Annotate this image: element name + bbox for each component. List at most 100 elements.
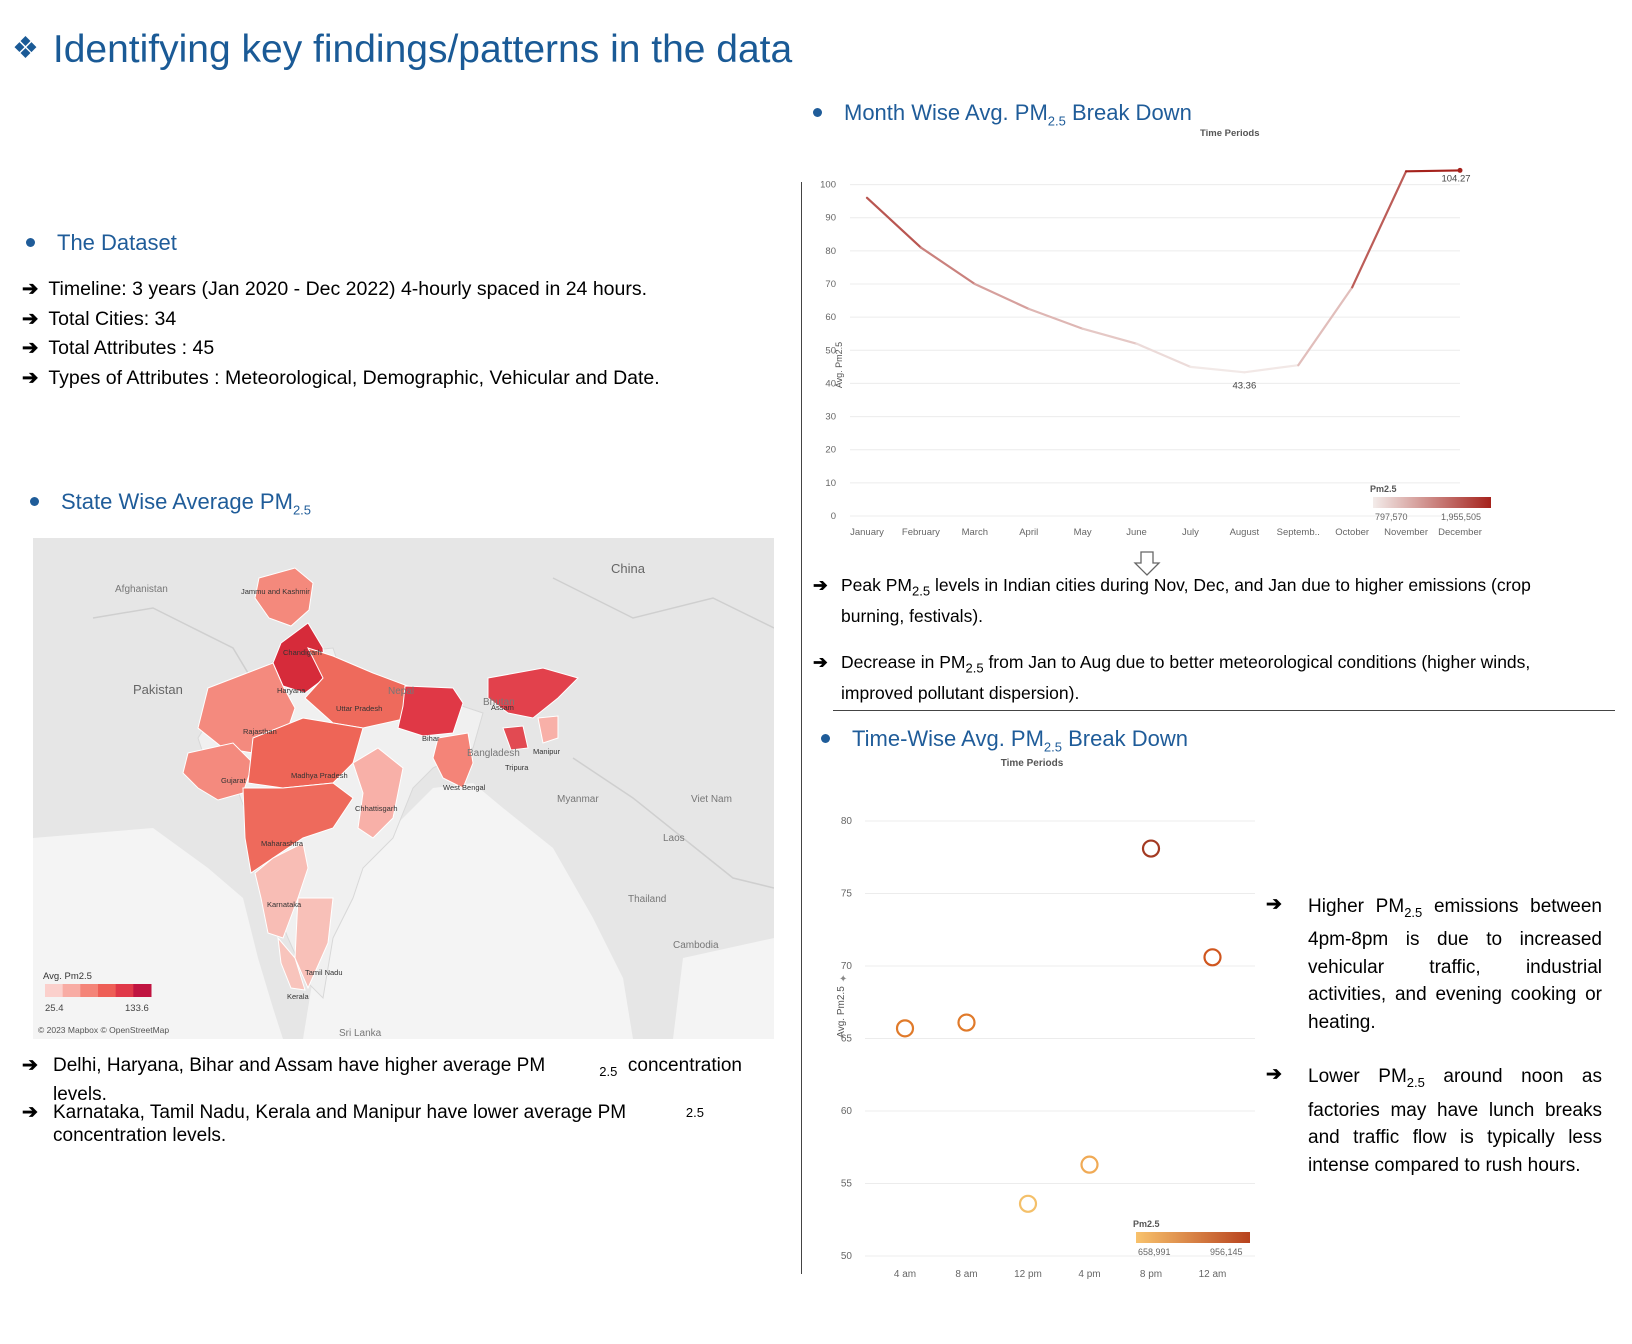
bay-of-bengal bbox=[303, 783, 633, 1039]
month-legend-title: Pm2.5 bbox=[1370, 484, 1397, 494]
month-chart-ytick: 100 bbox=[820, 180, 836, 191]
month-chart-ytick: 80 bbox=[825, 246, 836, 257]
month-chart-grid bbox=[850, 184, 1460, 517]
map-label-state: Madhya Pradesh bbox=[291, 771, 348, 780]
time-chart-xticks: 4 am 8 am 12 pm 4 pm 8 pm 12 am bbox=[894, 1269, 1227, 1280]
arrow-icon: ➔ bbox=[22, 278, 39, 300]
map-legend-swatch bbox=[45, 984, 64, 997]
map-label-country: Bhutan bbox=[483, 697, 515, 708]
bullet-icon bbox=[821, 734, 830, 743]
month-note: ➔ Peak PM2.5 levels in Indian cities dur… bbox=[813, 573, 1573, 650]
month-chart-line-segment bbox=[1189, 365, 1246, 374]
state-note-sub: 2.5 bbox=[685, 1105, 704, 1120]
map-label-country: Thailand bbox=[628, 894, 666, 905]
map-label-state: West Bengal bbox=[443, 783, 486, 792]
map-legend-swatch bbox=[80, 984, 99, 997]
time-chart-ytick: 55 bbox=[841, 1179, 853, 1190]
pin-icon: ✦ bbox=[839, 974, 847, 985]
month-chart-xtick: June bbox=[1126, 527, 1147, 538]
state-manipur bbox=[537, 715, 559, 744]
dataset-item-text: Timeline: 3 years (Jan 2020 - Dec 2022) … bbox=[48, 278, 648, 300]
month-chart-xtick: January bbox=[850, 527, 884, 538]
state-chhattisgarh bbox=[352, 747, 404, 839]
month-chart-data-label: 43.36 bbox=[1232, 380, 1256, 391]
month-chart-ytick: 90 bbox=[825, 213, 836, 224]
state-gujarat bbox=[182, 742, 254, 801]
state-bihar bbox=[397, 685, 464, 737]
map-label-state: Haryana bbox=[277, 686, 306, 695]
arrow-icon: ➔ bbox=[813, 652, 828, 672]
time-legend-max: 956,145 bbox=[1210, 1247, 1243, 1257]
state-assam bbox=[487, 667, 579, 719]
month-chart-series bbox=[865, 167, 1463, 374]
state-note-line: Delhi, Haryana, Bihar and Assam have hig… bbox=[53, 1054, 742, 1083]
time-chart-point bbox=[957, 1013, 976, 1032]
month-chart-endpoint bbox=[1457, 167, 1463, 173]
month-chart-xtick: August bbox=[1230, 527, 1260, 538]
state-note-text: Delhi, Haryana, Bihar and Assam have hig… bbox=[53, 1055, 546, 1076]
month-heading-text: Month Wise Avg. PM bbox=[844, 100, 1048, 125]
time-legend-title: Pm2.5 bbox=[1133, 1219, 1160, 1229]
state-note-cont: levels. bbox=[53, 1083, 107, 1105]
arrow-icon: ➔ bbox=[1266, 894, 1282, 915]
month-note-sub: 2.5 bbox=[965, 660, 984, 676]
month-chart-ytick: 20 bbox=[825, 445, 836, 456]
time-chart-grid bbox=[865, 820, 1255, 1257]
time-chart-xtick: 8 pm bbox=[1140, 1269, 1162, 1280]
time-note-text: Lower PM2.5 around noon as factories may… bbox=[1308, 1066, 1602, 1176]
month-chart-xtick: Septemb.. bbox=[1277, 527, 1320, 538]
dataset-item: ➔ Timeline: 3 years (Jan 2020 - Dec 2022)… bbox=[22, 277, 660, 307]
state-note-line: Karnataka, Tamil Nadu, Kerala and Manipu… bbox=[53, 1101, 742, 1124]
time-note: ➔ Higher PM2.5 emissions between 4pm-8pm… bbox=[1266, 893, 1602, 1036]
horizontal-divider bbox=[833, 710, 1615, 711]
month-chart-xtick: February bbox=[902, 527, 940, 538]
month-note-cont: burning, festivals). bbox=[841, 605, 984, 626]
dataset-item-text: Total Attributes : 45 bbox=[48, 337, 215, 359]
map-label-state: Kerala bbox=[287, 992, 310, 1001]
map-legend-title: Avg. Pm2.5 bbox=[43, 971, 92, 982]
map-label-state: Maharashtra bbox=[261, 839, 304, 848]
bullet-icon bbox=[26, 238, 35, 247]
state-note-text: Karnataka, Tamil Nadu, Kerala and Manipu… bbox=[53, 1102, 627, 1123]
map-label-state: Manipur bbox=[533, 747, 561, 756]
state-note-cont: concentration levels. bbox=[53, 1125, 227, 1146]
time-chart-point bbox=[1203, 948, 1222, 967]
map-legend-swatch bbox=[133, 984, 152, 997]
map-label-country: Laos bbox=[663, 833, 685, 844]
dataset-item: ➔ Total Attributes : 45 bbox=[22, 336, 660, 366]
time-chart-point bbox=[895, 1019, 915, 1038]
map-label-state: Assam bbox=[491, 703, 514, 712]
map-label-country: China bbox=[611, 561, 646, 576]
month-legend-min: 797,570 bbox=[1375, 512, 1408, 522]
time-chart-point bbox=[1018, 1194, 1038, 1213]
month-heading-sub: 2.5 bbox=[1047, 113, 1066, 129]
diamond-bullet-icon: ❖ bbox=[12, 32, 39, 65]
arrow-icon: ➔ bbox=[813, 575, 828, 595]
month-chart-line-segment bbox=[919, 246, 976, 286]
month-chart-title: Time Periods bbox=[1200, 128, 1260, 139]
map-label-state: Rajasthan bbox=[243, 727, 277, 736]
month-chart-line-segment bbox=[973, 282, 1030, 310]
time-chart-yticks: 50 55 60 65 70 75 80 bbox=[841, 816, 853, 1262]
dataset-item-text: Types of Attributes : Meteorological, De… bbox=[48, 366, 660, 389]
map-label-country: Nepal bbox=[388, 686, 414, 697]
time-chart-point bbox=[1141, 839, 1161, 858]
month-note-text: Peak PM bbox=[841, 575, 912, 595]
map-label-state: Karnataka bbox=[267, 900, 302, 909]
map-label-state: Tripura bbox=[505, 763, 529, 772]
time-chart-xtick: 4 am bbox=[894, 1269, 916, 1280]
month-chart-line-segment bbox=[1135, 342, 1192, 368]
map-label-state: Chhattisgarh bbox=[355, 804, 398, 813]
state-west-bengal bbox=[432, 732, 474, 789]
month-chart-xticks: January February March April May June July Augu… bbox=[850, 527, 1482, 538]
time-scatter-chart: Time Periods Avg. Pm2.5 ✦ 50 55 60 65 70 75 80… bbox=[836, 758, 1255, 1280]
map-label-state: Tamil Nadu bbox=[305, 968, 343, 977]
map-legend-swatch bbox=[115, 984, 134, 997]
month-note-sub: 2.5 bbox=[912, 583, 931, 599]
month-chart-xtick: May bbox=[1074, 527, 1092, 538]
state-note: ➔ Delhi, Haryana, Bihar and Assam have h… bbox=[22, 1054, 742, 1105]
map-legend-swatch bbox=[62, 984, 81, 997]
time-chart-ytick: 80 bbox=[841, 816, 853, 827]
month-chart-xtick: April bbox=[1019, 527, 1038, 538]
month-heading-text: Break Down bbox=[1065, 100, 1192, 125]
